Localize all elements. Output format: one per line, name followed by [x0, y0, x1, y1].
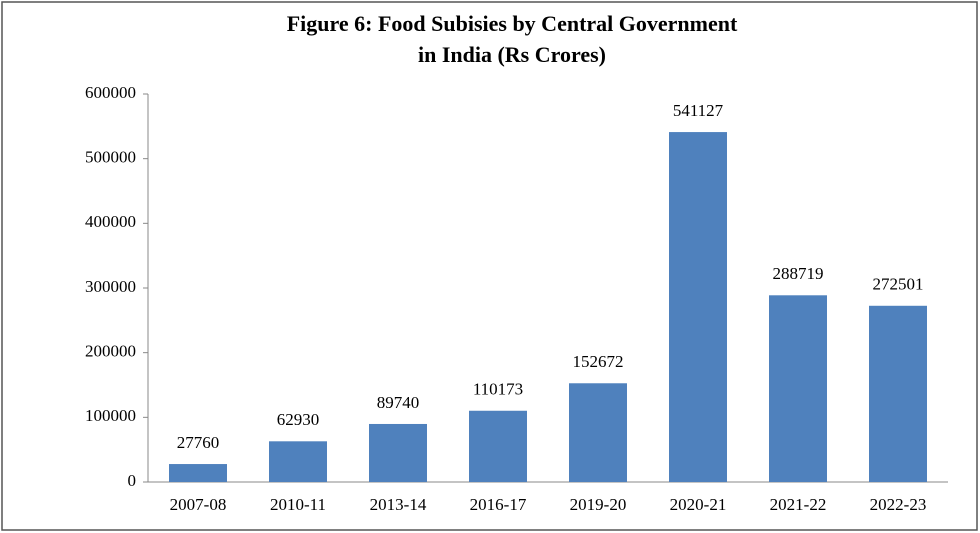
x-tick-label: 2007-08 — [170, 495, 227, 514]
data-label: 89740 — [377, 393, 420, 412]
bar — [569, 383, 627, 482]
bar — [369, 423, 427, 482]
bar — [469, 410, 527, 482]
data-label: 288719 — [773, 264, 824, 283]
y-tick-label: 100000 — [85, 406, 136, 425]
data-label: 152672 — [573, 352, 624, 371]
y-tick-label: 400000 — [85, 212, 136, 231]
x-tick-label: 2016-17 — [470, 495, 527, 514]
x-tick-label: 2010-11 — [270, 495, 326, 514]
x-tick-label: 2022-23 — [870, 495, 927, 514]
x-tick-label: 2020-21 — [670, 495, 727, 514]
x-tick-label: 2021-22 — [770, 495, 827, 514]
x-tick-label: 2013-14 — [370, 495, 427, 514]
bar — [869, 305, 927, 482]
y-tick-label: 500000 — [85, 148, 136, 167]
data-label: 62930 — [277, 410, 320, 429]
data-label: 110173 — [473, 380, 523, 399]
y-tick-label: 300000 — [85, 277, 136, 296]
y-tick-label: 600000 — [85, 83, 136, 102]
bar — [669, 132, 727, 482]
chart-title: Figure 6: Food Subisies by Central Gover… — [287, 11, 738, 36]
bar — [169, 464, 227, 482]
data-label: 27760 — [177, 433, 220, 452]
data-label: 541127 — [673, 101, 724, 120]
bar — [269, 441, 327, 482]
x-tick-label: 2019-20 — [570, 495, 627, 514]
data-label: 272501 — [873, 275, 924, 294]
y-tick-label: 200000 — [85, 342, 136, 361]
chart-title: in India (Rs Crores) — [418, 42, 606, 67]
bar — [769, 295, 827, 482]
y-tick-label: 0 — [128, 471, 137, 490]
